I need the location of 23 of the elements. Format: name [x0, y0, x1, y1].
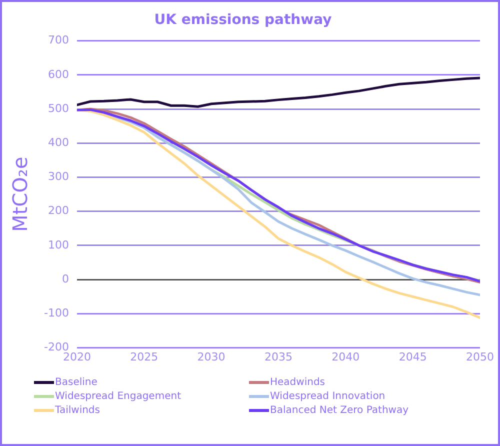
legend-label: Widespread Innovation [270, 391, 386, 402]
y-tick-label: 700 [48, 34, 69, 47]
chart-title: UK emissions pathway [154, 12, 332, 28]
legend-label: Balanced Net Zero Pathway [270, 405, 409, 416]
y-tick-label: 400 [48, 136, 69, 149]
y-tick-label: 500 [48, 102, 69, 115]
legend-label: Widespread Engagement [55, 391, 181, 402]
y-axis-title: MtCO₂e [8, 156, 32, 232]
legend-label: Tailwinds [55, 405, 100, 416]
x-tick-label: 2040 [332, 350, 360, 364]
y-tick-label: 0 [62, 272, 69, 286]
x-tick-label: 2030 [197, 350, 226, 364]
legend-label: Baseline [55, 377, 98, 388]
y-tick-label: -100 [44, 306, 69, 320]
y-tick-label: 100 [48, 238, 69, 252]
y-tick-label: 200 [48, 204, 69, 218]
x-tick-label: 2050 [466, 350, 494, 364]
x-tick-label: 2035 [264, 350, 292, 364]
x-tick-label: 2045 [398, 350, 427, 364]
y-tick-label: 600 [48, 68, 69, 81]
legend-label: Headwinds [270, 377, 325, 388]
x-tick-label: 2025 [130, 350, 158, 364]
y-tick-label: 300 [48, 170, 69, 184]
